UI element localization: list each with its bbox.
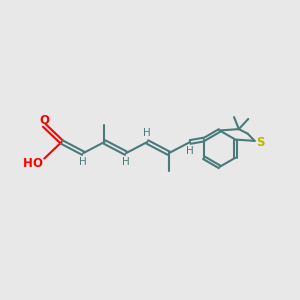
- Text: H: H: [122, 157, 130, 167]
- Text: O: O: [39, 114, 49, 127]
- Text: H: H: [23, 157, 33, 169]
- Text: S: S: [256, 136, 265, 149]
- Text: O: O: [33, 157, 43, 169]
- Text: H: H: [143, 128, 151, 138]
- Text: H: H: [186, 146, 194, 155]
- Text: H: H: [79, 157, 87, 167]
